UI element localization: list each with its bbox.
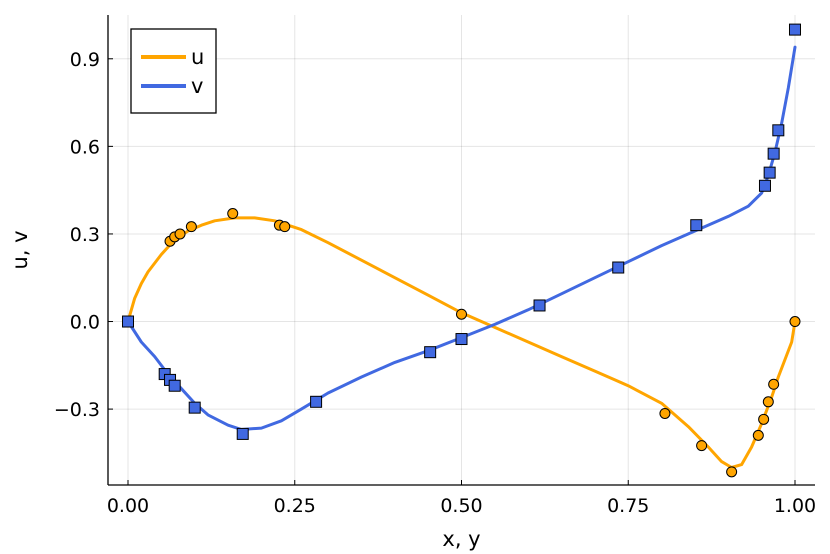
data-point-v: [455, 333, 468, 346]
data-point-v: [772, 124, 785, 137]
x-tick-label: 1.00: [774, 495, 816, 517]
data-point-v: [612, 261, 625, 274]
x-axis-title: x, y: [442, 527, 480, 551]
x-tick-label: 0.25: [274, 495, 316, 517]
series-layer: [122, 23, 801, 478]
data-point-v: [533, 299, 546, 312]
data-point-u: [768, 378, 780, 390]
data-point-v: [690, 219, 703, 232]
x-tick-label: 0.50: [440, 495, 482, 517]
data-point-v: [236, 427, 249, 440]
data-point-v: [424, 346, 437, 359]
data-point-u: [185, 221, 197, 233]
data-point-u: [752, 429, 764, 441]
legend-box: [130, 28, 217, 114]
data-point-u: [726, 466, 738, 478]
data-point-v: [188, 401, 201, 414]
y-tick-label: 0.9: [70, 49, 100, 71]
data-point-u: [758, 413, 770, 425]
x-tick-label: 0.75: [607, 495, 649, 517]
data-point-u: [762, 396, 774, 408]
data-point-v: [763, 166, 776, 179]
data-point-u: [227, 208, 239, 220]
data-point-v: [310, 395, 323, 408]
legend-label-u: u: [191, 45, 204, 69]
series-line-u: [126, 216, 797, 469]
data-point-u: [456, 308, 467, 320]
legend-label-v: v: [191, 74, 203, 98]
data-point-v: [767, 147, 780, 160]
tick-labels: 0.00 0.25 0.50 0.75 1.00 −0.3 0.0 0.3 0.6 0.9: [54, 49, 816, 517]
data-point-u: [659, 407, 671, 419]
data-point-u: [279, 221, 291, 233]
x-tick-label: 0.00: [107, 495, 149, 517]
data-point-v: [122, 315, 135, 328]
axes: [107, 15, 815, 486]
y-tick-label: 0.6: [70, 136, 100, 158]
data-point-v: [758, 179, 771, 192]
y-tick-label: 0.3: [70, 224, 100, 246]
grid: [108, 15, 815, 485]
data-point-u: [789, 316, 801, 328]
y-axis-title: u, v: [8, 230, 32, 269]
y-tick-label: −0.3: [54, 399, 100, 421]
data-point-v: [168, 379, 181, 392]
data-point-v: [788, 23, 801, 36]
legend: u v: [130, 28, 217, 114]
data-point-u: [696, 440, 708, 452]
data-point-u: [174, 228, 186, 240]
y-tick-label: 0.0: [70, 312, 100, 334]
